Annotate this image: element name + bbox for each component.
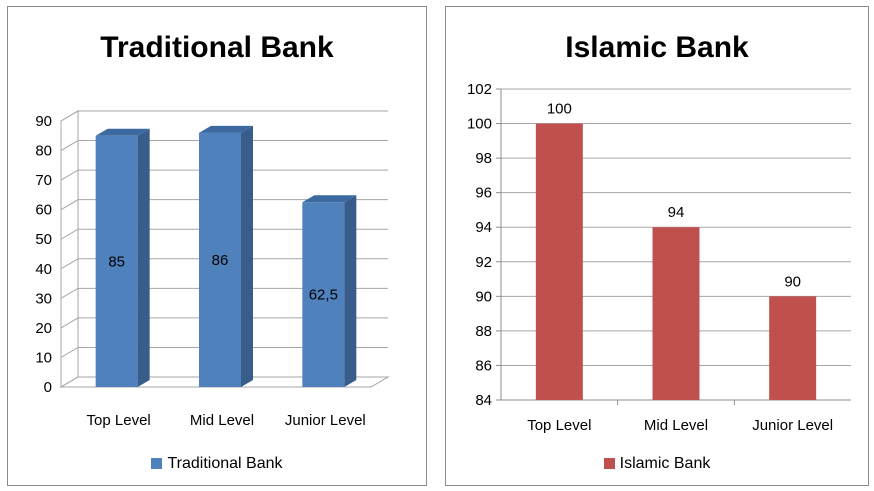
legend-label: Islamic Bank	[619, 455, 711, 472]
y-tick-label: 10	[35, 349, 52, 366]
gridline	[60, 199, 388, 211]
islamic-bank-chart: Islamic Bank 84 86 88 90 92 94 96 98 100 102 100 To…	[445, 6, 869, 486]
legend-swatch	[603, 458, 615, 469]
gridline	[60, 287, 388, 299]
y-tick-label: 90	[35, 113, 52, 130]
gridline	[60, 169, 388, 181]
floor	[59, 376, 390, 388]
y-tick-label: 80	[35, 143, 52, 160]
bar	[652, 227, 700, 400]
bar	[535, 123, 583, 401]
gridline	[60, 228, 388, 240]
x-tick-label: Mid Level	[644, 417, 708, 434]
chart-plot: 0 10 20 30 40 50 60 70 80 90 85 Top Level 86 Mid Leve…	[35, 110, 390, 429]
y-tick-label: 100	[467, 116, 492, 133]
x-tick-label: Top Level	[527, 417, 591, 434]
y-tick-label: 96	[475, 185, 492, 202]
data-label: 90	[784, 273, 801, 290]
side-wall	[60, 110, 79, 388]
gridline	[60, 140, 388, 151]
y-tick-label: 102	[467, 81, 492, 98]
chart-legend: Islamic Bank	[446, 455, 868, 473]
gridline	[60, 110, 388, 122]
traditional-bank-chart: Traditional Bank 0 10 20 30 40 50 60 70 80 90 85 To…	[7, 6, 427, 486]
y-tick-label: 94	[475, 219, 492, 236]
x-tick-label: Top Level	[87, 412, 151, 429]
bar	[199, 132, 241, 387]
y-tick-label: 30	[35, 290, 52, 307]
bar-top	[302, 195, 357, 203]
bar-side	[137, 128, 150, 387]
gridline	[60, 346, 388, 358]
chart-legend: Traditional Bank	[8, 455, 426, 473]
y-tick-label: 90	[475, 288, 492, 305]
data-label: 62,5	[309, 287, 338, 304]
y-tick-label: 98	[475, 150, 492, 167]
legend-label: Traditional Bank	[167, 455, 283, 472]
data-label: 86	[212, 252, 229, 269]
bar-side	[241, 125, 253, 388]
y-tick-label: 84	[475, 392, 492, 409]
bar	[95, 135, 138, 387]
legend-swatch	[151, 458, 163, 469]
data-label: 85	[108, 253, 125, 270]
y-tick-label: 20	[35, 320, 52, 337]
y-tick-label: 86	[475, 357, 492, 374]
chart-plot: 84 86 88 90 92 94 96 98 100 102 100 Top Level 94 Mid …	[467, 81, 851, 434]
bar-top	[95, 128, 150, 136]
x-tick-label: Mid Level	[190, 412, 254, 429]
gridline	[60, 258, 388, 270]
y-tick-label: 50	[35, 231, 52, 248]
chart-title: Traditional Bank	[100, 31, 334, 64]
x-tick-label: Junior Level	[752, 417, 833, 434]
bar	[302, 202, 345, 387]
y-tick-label: 88	[475, 323, 492, 340]
x-tick-label: Junior Level	[285, 412, 366, 429]
y-tick-label: 0	[44, 379, 52, 396]
bar	[769, 296, 817, 400]
gridline	[60, 317, 388, 329]
data-label: 100	[547, 101, 572, 118]
y-tick-label: 70	[35, 172, 52, 189]
y-tick-label: 60	[35, 202, 52, 219]
data-label: 94	[668, 204, 685, 221]
chart-title: Islamic Bank	[565, 31, 749, 64]
bar-top	[199, 125, 253, 133]
y-tick-label: 40	[35, 261, 52, 278]
bar-side	[344, 195, 357, 387]
y-tick-label: 92	[475, 254, 492, 271]
